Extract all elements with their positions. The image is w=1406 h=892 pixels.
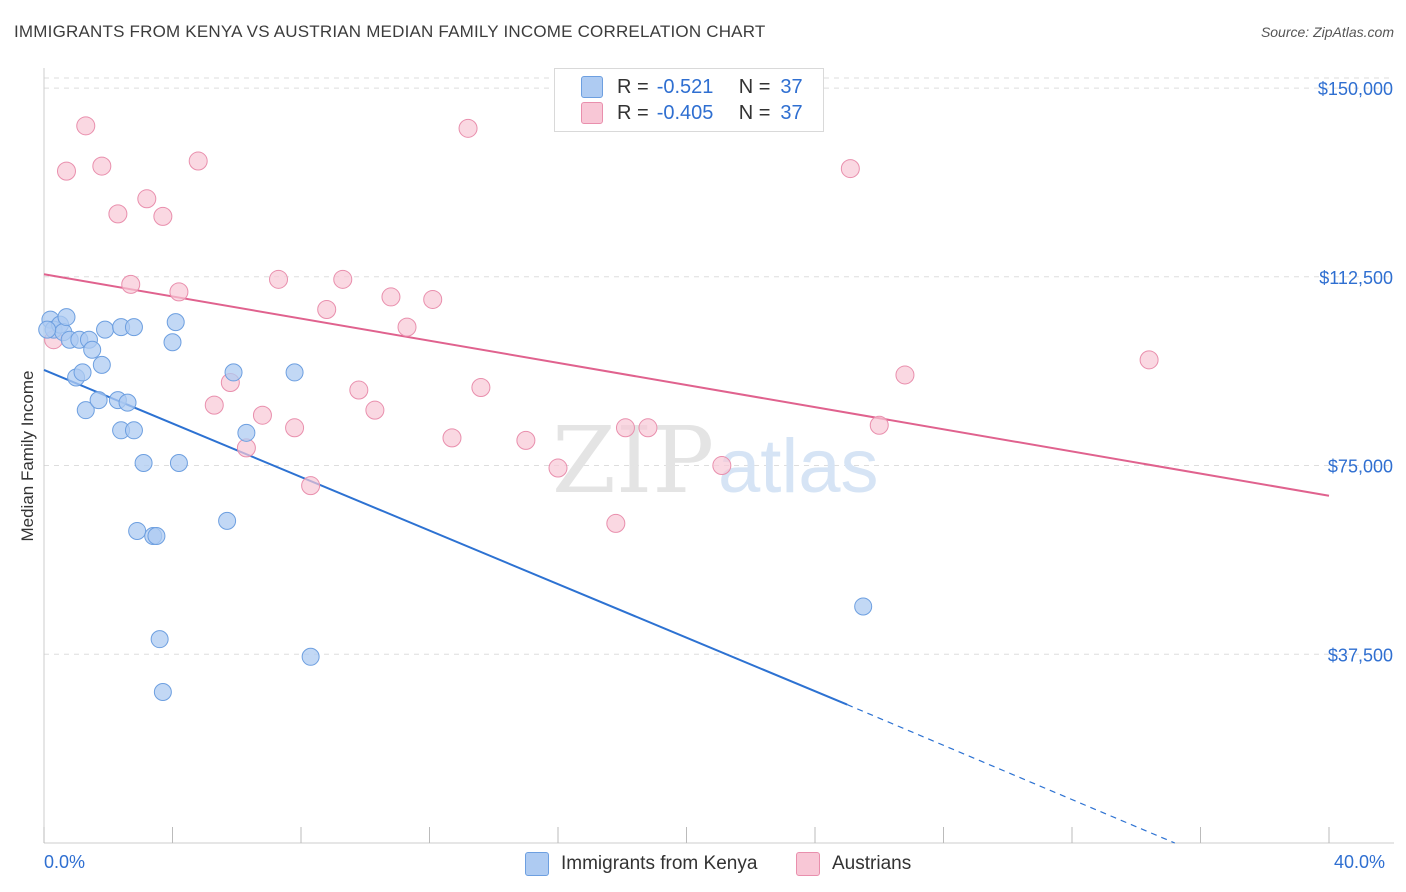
austrians-point [56,161,76,181]
kenya-legend-swatch [525,852,549,876]
kenya-point [134,454,153,473]
legend-row-kenya: R = -0.521 N = 37 [581,74,803,100]
kenya-point [163,333,182,352]
axes [43,68,1394,844]
austrians-point [442,428,462,448]
kenya-point [237,423,256,442]
n-label: N = [738,75,771,98]
kenya-point [224,363,243,382]
kenya-point [124,318,143,337]
x-tick-max: 40.0% [1334,852,1386,872]
kenya-point [147,526,166,545]
kenya-point [169,454,188,473]
data-points [38,116,1159,702]
austrians-point [349,380,369,400]
kenya-point [118,393,137,412]
austrians-point [606,513,626,533]
austrians-point [92,156,112,176]
austrians-point [169,282,189,302]
austrians-point [285,418,305,438]
y-tick-label: $150,000 [1318,79,1393,99]
n-label: N = [738,101,771,124]
austrians-point [381,287,401,307]
trend-lines [43,273,1330,844]
austrians-point [895,365,915,385]
austrians-legend-swatch [796,852,820,876]
x-tick-min: 0.0% [44,852,86,872]
kenya-point [96,320,115,339]
r-label: R = [617,101,649,124]
kenya-point [285,363,304,382]
kenya-point [854,597,873,616]
kenya-swatch [581,76,603,98]
austrians-point [471,378,491,398]
watermark-atlas: atlas [718,424,879,509]
r-value: -0.405 [656,101,714,124]
watermark: ZIP atlas [552,407,879,514]
legend-item-austrians[interactable]: Austrians [796,852,911,876]
source-credit: Source: ZipAtlas.com [1260,24,1394,40]
kenya-point [73,363,92,382]
austrians-point [121,274,141,294]
austrians-point [638,418,658,438]
kenya-point [92,355,111,374]
austrians-point [269,269,289,289]
austrians-point [712,456,732,476]
y-tick-label: $112,500 [1319,268,1393,288]
kenya-point [83,340,102,359]
austrians-point [1139,350,1159,370]
legend-item-kenya[interactable]: Immigrants from Kenya [525,852,757,876]
austrians-point [137,189,157,209]
kenya-point [166,313,185,332]
kenya-point [301,647,320,666]
austrians-swatch [581,102,603,124]
austrians-point [397,317,417,337]
austrians-point [458,118,478,138]
y-tick-label: $37,500 [1328,645,1393,665]
r-value: -0.521 [656,75,714,98]
kenya-point [128,521,147,540]
austrians-point [423,289,443,309]
chart-title: IMMIGRANTS FROM KENYA VS AUSTRIAN MEDIAN… [14,22,766,41]
n-value: 37 [780,101,803,124]
austrians-point [252,405,272,425]
austrians-point [204,395,224,415]
y-tick-labels: $37,500 $75,000 $112,500 $150,000 [1318,79,1393,665]
austrians-point [615,418,635,438]
kenya-legend-label: Immigrants from Kenya [561,853,758,874]
austrians-point [516,430,536,450]
y-tick-label: $75,000 [1328,457,1393,477]
correlation-legend: R = -0.521 N = 37 R = -0.405 N = 37 [554,68,824,132]
kenya-point [38,320,57,339]
kenya-point [89,391,108,410]
austrians-point [840,159,860,179]
kenya-point [124,421,143,440]
grid-lines [44,77,1394,655]
austrians-point [301,476,321,496]
kenya-point [153,683,172,702]
n-value: 37 [780,75,803,98]
austrians-legend-label: Austrians [832,853,912,874]
austrians-point [317,300,337,320]
y-axis-label: Median Family Income [18,370,37,542]
austrians-point [548,458,568,478]
austrians-point [365,400,385,420]
kenya-point [76,401,95,420]
kenya-trend-extension [846,704,1176,844]
austrians-point [333,269,353,289]
kenya-point [218,511,237,530]
legend-row-austrians: R = -0.405 N = 37 [581,100,803,126]
austrians-point [869,415,889,435]
austrians-point [108,204,128,224]
kenya-point [57,308,76,327]
kenya-trend-line [43,368,848,706]
austrians-point [153,206,173,226]
austrians-point [76,116,96,136]
kenya-point [150,630,169,649]
r-label: R = [617,75,649,98]
austrians-point [188,151,208,171]
austrians-trend-line [43,273,1330,497]
